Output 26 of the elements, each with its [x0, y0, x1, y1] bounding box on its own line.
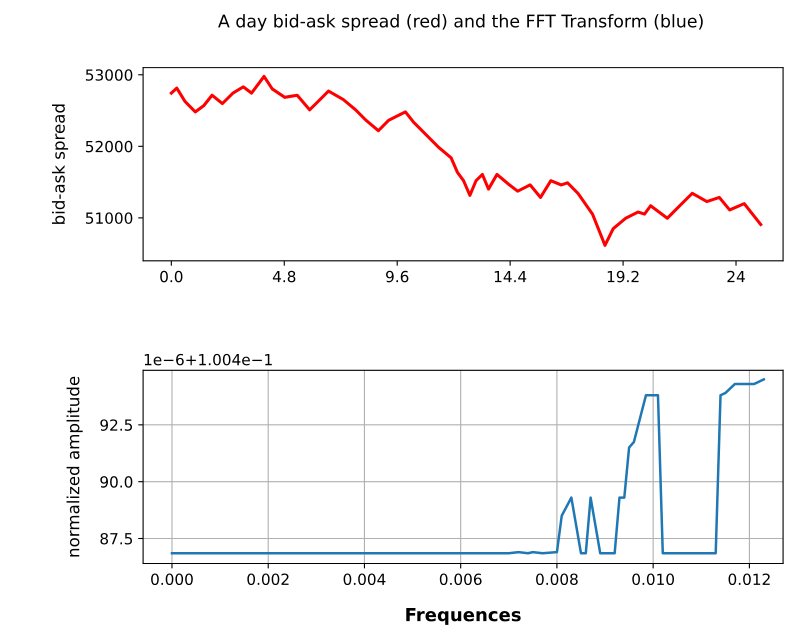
text: 1e−6+1.004e−1 [144, 354, 272, 366]
y-tick-label: 51000 [86, 212, 132, 224]
x-tick-label: 0.000 [151, 573, 193, 586]
x-tick-label: 14.4 [494, 271, 526, 282]
x-tick-label: 24 [727, 270, 745, 282]
x-tick-label: 0.008 [536, 573, 578, 586]
y-axis-title: normalized amplitude [66, 376, 83, 556]
line-series [170, 74, 762, 247]
y-tick-label: 52000 [86, 140, 132, 152]
chart-title: A day bid-ask spread (red) and the FFT Transform (blue) [218, 14, 703, 31]
y-tick-label: 87.5 [100, 532, 132, 545]
y-tick-label: 90.0 [100, 476, 132, 488]
y-tick-label: 53000 [86, 69, 132, 81]
line-series [170, 378, 766, 555]
x-axis-title: Frequences [406, 608, 521, 625]
y-tick-label: 92.5 [100, 419, 132, 431]
x-tick-label: 19.2 [608, 270, 639, 282]
x-tick-label: 0.012 [728, 573, 770, 586]
y-axis-title: bid-ask spread [52, 104, 68, 224]
x-tick-label: 0.006 [440, 573, 482, 586]
x-tick-label: 4.8 [272, 270, 296, 282]
x-tick-label: 0.004 [344, 573, 386, 586]
x-tick-label: 0.010 [632, 573, 674, 586]
x-tick-label: 0.002 [247, 573, 289, 586]
x-tick-label: 0.0 [160, 270, 182, 282]
x-tick-label: 9.6 [386, 270, 408, 282]
